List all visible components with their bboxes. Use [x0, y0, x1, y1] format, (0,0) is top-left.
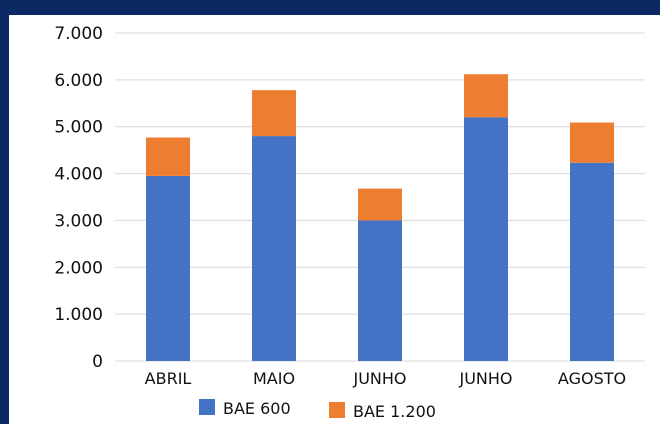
y-tick-label-2: 2.000 [54, 258, 103, 278]
chart-panel [9, 15, 660, 424]
x-tick-label-2: JUNHO [352, 369, 406, 388]
y-tick-label-7: 7.000 [54, 24, 103, 44]
legend: BAE 600 BAE 1.200 [199, 399, 436, 421]
x-axis: ABRIL MAIO JUNHO JUNHO AGOSTO [145, 369, 626, 388]
legend-label-bae-600: BAE 600 [223, 399, 291, 418]
bar-maio-bae-1200 [252, 90, 296, 137]
bar-agosto-bae-1200 [570, 122, 614, 163]
bar-junho-bae-1200 [358, 188, 402, 221]
legend-swatch-bae-600 [199, 399, 215, 415]
bars [146, 74, 614, 361]
y-axis: 0 1.000 2.000 3.000 4.000 5.000 6.000 7.000 [54, 24, 103, 372]
y-tick-label-1: 1.000 [54, 305, 103, 325]
y-tick-label-3: 3.000 [54, 211, 103, 231]
bar-junho-bae-600 [358, 220, 402, 361]
bar-abril-bae-1200 [146, 137, 190, 176]
bar-abril-bae-600 [146, 175, 190, 361]
x-tick-label-0: ABRIL [145, 369, 192, 388]
bar-junho-bae-1200 [464, 74, 508, 118]
x-tick-label-3: JUNHO [458, 369, 512, 388]
bar-agosto-bae-600 [570, 162, 614, 361]
bar-junho-bae-600 [464, 117, 508, 361]
bar-maio-bae-600 [252, 136, 296, 361]
y-tick-label-5: 5.000 [54, 118, 103, 138]
y-tick-label-6: 6.000 [54, 71, 103, 91]
x-tick-label-1: MAIO [253, 369, 295, 388]
y-tick-label-4: 4.000 [54, 165, 103, 185]
legend-label-bae-1200: BAE 1.200 [353, 402, 436, 421]
x-tick-label-4: AGOSTO [558, 369, 626, 388]
y-tick-label-0: 0 [92, 352, 103, 372]
legend-swatch-bae-1200 [329, 402, 345, 418]
